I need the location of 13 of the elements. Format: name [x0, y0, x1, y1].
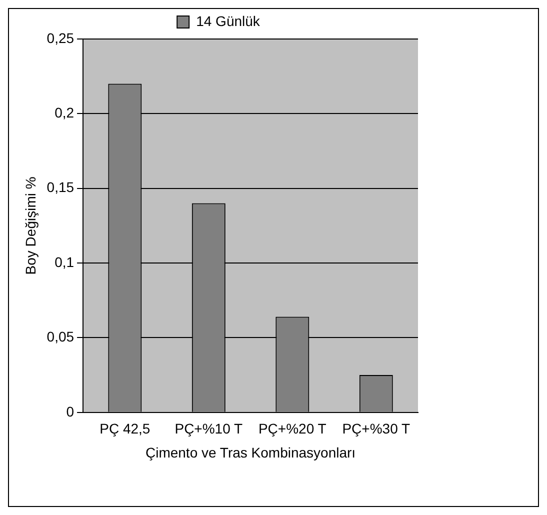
x-axis-title: Çimento ve Tras Kombinasyonları: [145, 444, 356, 460]
y-tick-label: 0,05: [46, 328, 74, 345]
y-tick-label: 0,25: [46, 30, 74, 46]
x-tick-label: PÇ+%30 T: [342, 420, 410, 437]
y-tick-label: 0,2: [54, 104, 74, 121]
x-tick-label: PÇ+%20 T: [258, 420, 327, 437]
y-tick-label: 0: [66, 403, 74, 420]
legend-label: 14 Günlük: [196, 12, 261, 29]
y-tick-label: 0,15: [46, 179, 74, 196]
x-tick-label: PÇ 42,5: [100, 420, 150, 437]
x-tick-label: PÇ+%10 T: [174, 420, 244, 437]
y-axis-title: Boy Değişimi %: [22, 176, 38, 275]
y-tick-label: 0,1: [54, 254, 74, 270]
